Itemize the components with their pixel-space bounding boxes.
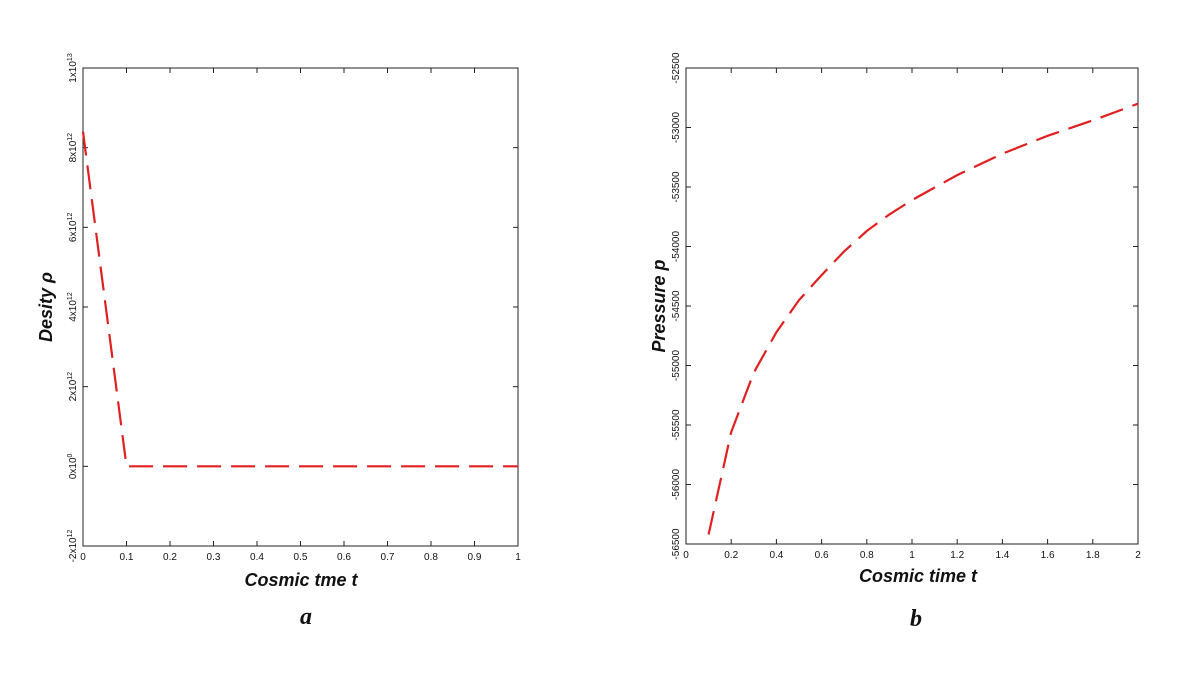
y-tick-label: -54000 [671,230,682,262]
x-axis-title: Cosmic time t [859,566,978,586]
x-tick-label: 0.6 [337,552,351,563]
x-tick-label: 0.4 [250,552,264,563]
x-tick-label: 0.1 [120,552,134,563]
chart-panel-b: 0 0.2 0.4 0.6 0.8 1 1.2 1.4 1.6 1.8 2 -56500 -56000 -… [649,52,1141,586]
x-axis-title: Cosmic tme t [244,570,358,590]
y-tick-label: 1x1013 [67,53,79,83]
y-tick-label: 4x1012 [67,292,79,322]
y-tick-label: -2x1012 [67,529,79,562]
x-tick-label: 1.4 [995,550,1009,561]
y-tick-label: -55000 [671,349,682,381]
x-tick-label: 0.8 [424,552,438,563]
x-tick-label: 0.2 [724,550,738,561]
x-tick-label: 0.5 [294,552,308,563]
y-tick-label: -56000 [671,468,682,500]
x-tick-label: 1 [909,550,915,561]
x-tick-label: 0 [683,550,689,561]
x-tick-label: 0.3 [207,552,221,563]
x-tick-label: 0.8 [860,550,874,561]
y-axis-title: Pressure p [649,259,669,352]
x-tick-label: 2 [1135,550,1141,561]
panel-label-a: a [300,604,312,630]
x-tick-label: 0 [80,552,86,563]
y-tick-label: 6x1012 [67,212,79,242]
y-tick-label: 0x100 [67,453,79,479]
y-axis-title: Desity ρ [36,272,56,342]
series-line [707,102,1139,535]
x-tick-label: 0.2 [163,552,177,563]
y-tick-label: -56500 [671,528,682,560]
y-tick-label: -55500 [671,409,682,441]
x-tick-label: 0.7 [381,552,395,563]
y-tick-label: 8x1012 [67,133,79,163]
y-tick-label: -52500 [671,52,682,84]
x-tick-label: 0.9 [468,552,482,563]
panel-label-b: b [910,606,922,632]
y-tick-label: -54500 [671,290,682,322]
x-tick-label: 1 [515,552,521,563]
y-tick-label: 2x1012 [67,372,79,402]
x-tick-label: 1.2 [950,550,964,561]
x-tick-label: 1.6 [1041,550,1055,561]
y-tick-label: -53500 [671,171,682,203]
plot-frame [82,67,519,547]
series-line [81,131,518,468]
x-tick-label: 0.4 [769,550,783,561]
chart-panel-a: 0 0.1 0.2 0.3 0.4 0.5 0.6 0.7 0.8 0.9 1 -2x1012 0x10… [36,53,521,590]
y-tick-label: -53000 [671,111,682,143]
x-tick-label: 1.8 [1086,550,1100,561]
x-tick-label: 0.6 [815,550,829,561]
plot-frame [685,67,1139,545]
